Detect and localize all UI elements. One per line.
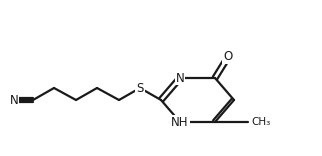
Text: CH₃: CH₃ — [251, 117, 270, 127]
Text: O: O — [223, 51, 232, 63]
Text: S: S — [136, 81, 144, 95]
Text: NH: NH — [171, 115, 189, 129]
Text: N: N — [175, 71, 185, 85]
Text: N: N — [10, 93, 18, 107]
